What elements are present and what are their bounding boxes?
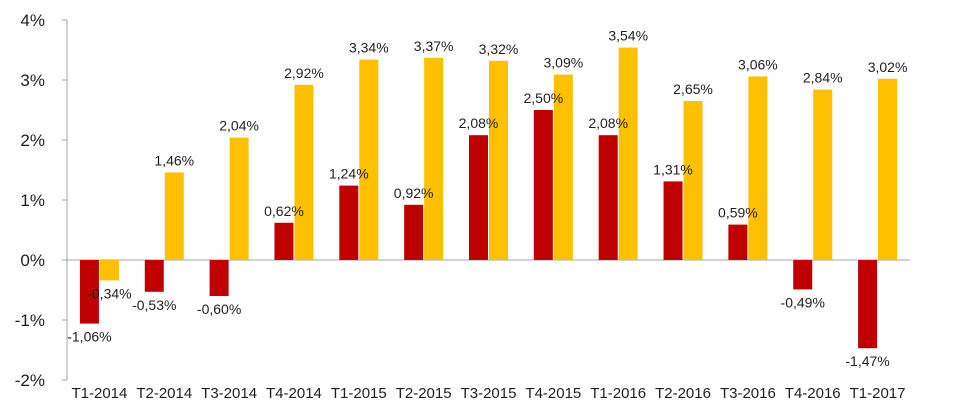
bar-series-2 (878, 78, 898, 260)
x-category-label: T2-2015 (396, 385, 452, 400)
bar-series-2 (359, 59, 379, 260)
bar-value-label: -0,53% (132, 297, 176, 313)
y-tick-label: 3% (20, 71, 45, 90)
y-tick-label: 1% (20, 191, 45, 210)
bar-series-1 (663, 181, 683, 260)
bar-value-label: 1,24% (329, 166, 369, 182)
x-category-label: T1-2016 (590, 385, 646, 400)
x-category-label: T3-2016 (720, 385, 776, 400)
bar-value-label: -0,60% (197, 301, 241, 317)
x-category-label: T4-2015 (525, 385, 581, 400)
bar-value-label: 3,09% (543, 55, 583, 71)
bar-series-2 (618, 47, 638, 260)
bar-value-label: 2,08% (588, 115, 628, 131)
y-tick-label: -2% (15, 371, 45, 390)
bar-value-label: 0,59% (718, 205, 758, 221)
bar-value-label: 2,50% (523, 90, 563, 106)
bar-series-1 (728, 224, 748, 260)
bar-series-1 (793, 260, 813, 290)
y-tick-label: 0% (20, 251, 45, 270)
bar-value-label: 3,37% (414, 38, 454, 54)
bar-series-2 (99, 260, 119, 281)
bar-series-1 (858, 260, 878, 349)
bars-layer (79, 47, 898, 349)
x-category-label: T3-2014 (201, 385, 257, 400)
bar-series-2 (748, 76, 768, 261)
bar-series-1 (79, 260, 99, 324)
bar-series-1 (274, 222, 294, 260)
bar-value-label: -0,49% (781, 294, 825, 310)
bar-series-1 (144, 260, 164, 292)
bar-series-2 (424, 57, 444, 260)
x-category-label: T2-2016 (655, 385, 711, 400)
bar-value-label: 1,31% (653, 161, 693, 177)
bar-series-1 (404, 204, 424, 260)
bar-series-2 (229, 137, 249, 260)
x-category-label: T4-2016 (785, 385, 841, 400)
bar-value-label: -0,34% (87, 285, 131, 301)
bar-value-label: 1,46% (154, 152, 194, 168)
bar-series-1 (469, 135, 488, 260)
x-category-label: T3-2015 (461, 385, 517, 400)
bar-value-label: 2,04% (219, 118, 259, 134)
bar-series-2 (553, 74, 573, 260)
bar-series-2 (164, 172, 184, 260)
bar-value-label: 3,54% (608, 28, 648, 44)
bar-value-label: 3,02% (868, 59, 908, 75)
bar-value-label: 2,65% (673, 81, 713, 97)
y-axis-ticks: 4% 3% 2% 1% 0% -1% -2% (15, 11, 67, 390)
bar-series-1 (339, 185, 359, 260)
bar-series-1 (209, 260, 229, 296)
y-tick-label: 4% (20, 11, 45, 30)
bar-value-label: 0,92% (394, 185, 434, 201)
value-labels-layer: -1,06% -0,34%-0,53% 1,46% -0,60% 2,04% 0,62% 2… (67, 28, 907, 370)
y-tick-label: 2% (20, 131, 45, 150)
bar-value-label: 2,92% (284, 65, 324, 81)
bar-value-label: -1,06% (67, 329, 111, 345)
x-category-label: T1-2017 (850, 385, 906, 400)
bar-value-label: 2,84% (803, 70, 843, 86)
bar-series-1 (533, 110, 553, 260)
bar-value-label: 0,62% (264, 203, 304, 219)
bar-value-label: 2,08% (459, 115, 499, 131)
category-labels-layer: T1-2014 T2-2014 T3-2014 T4-2014 T1-2015 T2-20… (71, 385, 905, 400)
bar-series-2 (294, 84, 314, 260)
bar-series-2 (813, 89, 833, 260)
x-category-label: T2-2014 (136, 385, 192, 400)
bar-series-2 (489, 60, 508, 260)
bar-series-2 (683, 101, 703, 260)
x-category-label: T4-2014 (266, 385, 322, 400)
bar-value-label: -1,47% (845, 353, 889, 369)
y-tick-label: -1% (15, 311, 45, 330)
bar-series-1 (598, 135, 618, 260)
bar-value-label: 3,34% (349, 40, 389, 56)
x-category-label: T1-2014 (71, 385, 127, 400)
bar-value-label: 3,06% (738, 56, 778, 72)
bar-value-label: 3,32% (479, 41, 519, 57)
x-category-label: T1-2015 (331, 385, 387, 400)
